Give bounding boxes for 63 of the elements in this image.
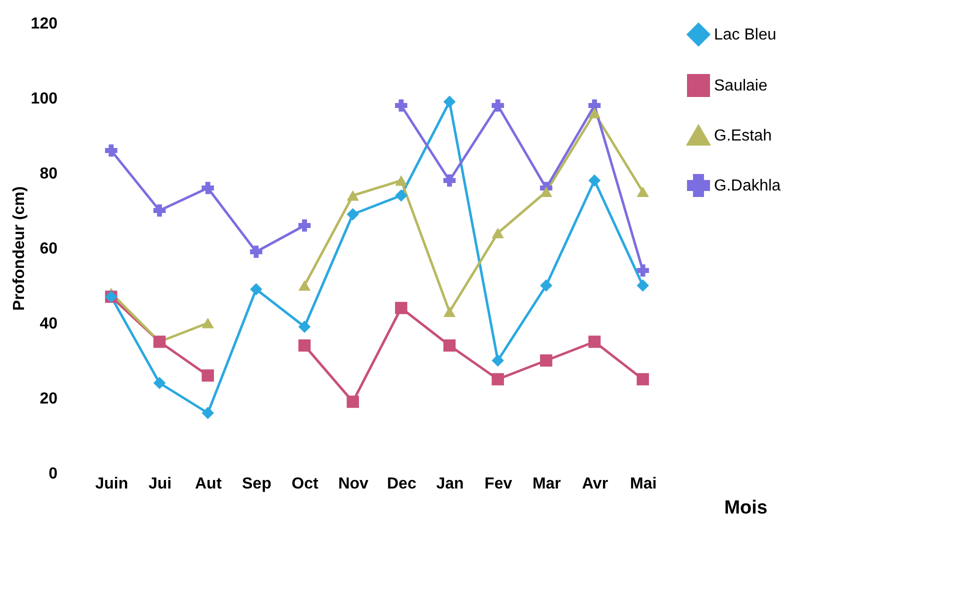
- point: [443, 96, 456, 108]
- x-tick-label: Dec: [386, 476, 416, 492]
- point: [588, 174, 601, 187]
- point: [346, 190, 359, 201]
- point: [395, 189, 408, 202]
- point: [395, 99, 408, 112]
- point: [636, 264, 649, 277]
- point: [250, 283, 262, 296]
- point: [346, 208, 359, 220]
- x-tick-label: Mar: [532, 476, 561, 492]
- point: [443, 339, 456, 352]
- point: [153, 204, 166, 217]
- point: [636, 279, 649, 292]
- point: [492, 354, 504, 367]
- point: [298, 219, 311, 232]
- point: [492, 99, 504, 112]
- x-tick-label: Sep: [242, 476, 272, 492]
- point: [395, 175, 408, 186]
- legend-label: Saulaie: [714, 78, 768, 94]
- x-tick-label: Avr: [582, 476, 608, 492]
- point: [492, 373, 504, 386]
- point: [492, 228, 504, 238]
- legend-label: G.Dakhla: [714, 178, 781, 194]
- point: [298, 280, 311, 291]
- x-tick-label: Mai: [630, 476, 657, 492]
- y-tick-label: 100: [30, 90, 58, 108]
- point: [540, 186, 552, 198]
- y-axis-title: Profondeur (cm): [10, 186, 28, 311]
- point: [443, 306, 456, 318]
- y-tick-label: 20: [40, 390, 58, 408]
- point: [202, 406, 214, 420]
- legend-label: G.Estah: [714, 128, 772, 144]
- point: [105, 144, 118, 157]
- point: [636, 186, 649, 198]
- point: [540, 354, 552, 367]
- y-tick-label: 120: [30, 16, 58, 32]
- point: [298, 339, 311, 352]
- y-tick-label: 80: [40, 166, 58, 182]
- y-tick-label: 60: [40, 240, 58, 258]
- point: [202, 318, 214, 328]
- x-axis-title: Mois: [724, 498, 768, 518]
- y-tick-label: 0: [48, 466, 58, 482]
- x-tick-label: Fev: [484, 476, 512, 492]
- point: [588, 336, 601, 348]
- point: [540, 279, 552, 292]
- legend-label: Lac Bleu: [714, 26, 776, 44]
- x-tick-label: Aut: [195, 476, 222, 492]
- point: [395, 302, 408, 314]
- point: [346, 396, 359, 408]
- point: [298, 320, 311, 333]
- point: [250, 246, 262, 258]
- point: [202, 182, 214, 194]
- y-tick-label: 40: [40, 316, 58, 332]
- x-tick-label: Jui: [148, 476, 172, 492]
- x-tick-label: Oct: [292, 476, 320, 492]
- x-tick-label: Nov: [338, 476, 369, 492]
- point: [202, 369, 214, 382]
- x-tick-label: Juin: [95, 476, 128, 492]
- point: [443, 174, 456, 187]
- point: [636, 373, 649, 386]
- point: [153, 376, 166, 390]
- x-tick-label: Jan: [436, 476, 464, 492]
- point: [588, 108, 601, 118]
